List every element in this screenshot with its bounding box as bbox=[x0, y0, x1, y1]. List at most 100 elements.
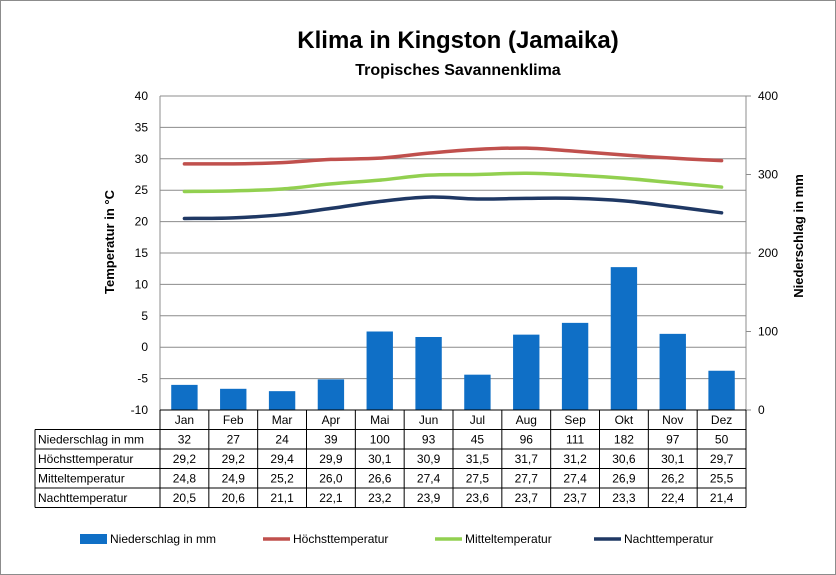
y-right-axis-title: Niederschlag in mm bbox=[791, 174, 806, 298]
table-cell-value: 45 bbox=[471, 433, 485, 447]
x-category-label: Apr bbox=[322, 413, 341, 427]
chart-subtitle: Tropisches Savannenklima bbox=[355, 62, 561, 79]
table-cell-value: 25,5 bbox=[710, 472, 734, 486]
y-left-tick-label: 15 bbox=[135, 246, 149, 260]
table-cell-value: 23,7 bbox=[563, 491, 587, 505]
table-cell-value: 27 bbox=[227, 433, 241, 447]
table-cell-value: 26,0 bbox=[319, 472, 343, 486]
y-left-tick-label: -5 bbox=[137, 372, 148, 386]
table-cell-value: 31,2 bbox=[563, 452, 587, 466]
x-category-label: Aug bbox=[516, 413, 537, 427]
y-left-tick-label: 35 bbox=[135, 120, 149, 134]
bar-niederschlag bbox=[171, 384, 198, 410]
line-mitteltemperatur bbox=[182, 171, 724, 194]
table-cell-value: 30,1 bbox=[368, 452, 392, 466]
table-cell-value: 21,4 bbox=[710, 491, 734, 505]
chart-title: Klima in Kingston (Jamaika) bbox=[297, 27, 618, 54]
x-category-label: Feb bbox=[223, 413, 244, 427]
table-cell-value: 96 bbox=[520, 433, 534, 447]
table-cell-value: 97 bbox=[666, 433, 680, 447]
x-category-label: Jul bbox=[470, 413, 485, 427]
table-cell-value: 26,6 bbox=[368, 472, 392, 486]
bar-niederschlag bbox=[659, 333, 686, 410]
x-category-label: Mar bbox=[272, 413, 293, 427]
table-row-header: Nachttemperatur bbox=[38, 491, 127, 505]
table-cell-value: 25,2 bbox=[270, 472, 294, 486]
y-left-tick-label: 10 bbox=[135, 277, 149, 291]
table-cell-value: 27,7 bbox=[515, 472, 539, 486]
table-cell-value: 20,6 bbox=[222, 491, 246, 505]
table-row-header: Mitteltemperatur bbox=[38, 472, 125, 486]
bar-niederschlag bbox=[220, 388, 247, 410]
line-hoechsttemperatur bbox=[182, 146, 724, 166]
table-cell-value: 21,1 bbox=[270, 491, 294, 505]
y-left-tick-label: 5 bbox=[141, 309, 148, 323]
table-cell-value: 23,7 bbox=[515, 491, 539, 505]
x-category-label: Jun bbox=[419, 413, 438, 427]
y-right-tick-label: 300 bbox=[758, 168, 778, 182]
table-cell-value: 26,9 bbox=[612, 472, 636, 486]
table-cell-value: 29,2 bbox=[173, 452, 197, 466]
bar-niederschlag bbox=[366, 331, 393, 410]
table-cell-value: 29,4 bbox=[270, 452, 294, 466]
y-right-tick-label: 100 bbox=[758, 325, 778, 339]
y-left-tick-label: -10 bbox=[131, 403, 149, 417]
table-cell-value: 100 bbox=[370, 433, 390, 447]
y-left-tick-label: 40 bbox=[135, 89, 149, 103]
table-cell-value: 24,8 bbox=[173, 472, 197, 486]
y-right-tick-label: 400 bbox=[758, 89, 778, 103]
bar-niederschlag bbox=[464, 374, 491, 410]
y-left-tick-label: 30 bbox=[135, 152, 149, 166]
table-cell-value: 26,2 bbox=[661, 472, 685, 486]
x-category-label: Okt bbox=[615, 413, 634, 427]
table-cell-value: 31,5 bbox=[466, 452, 490, 466]
bar-niederschlag bbox=[561, 322, 589, 410]
table-cell-value: 27,4 bbox=[417, 472, 441, 486]
table-cell-value: 22,4 bbox=[661, 491, 685, 505]
table-row-header: Niederschlag in mm bbox=[38, 433, 144, 447]
x-category-label: Jan bbox=[175, 413, 194, 427]
table-cell-value: 29,7 bbox=[710, 452, 734, 466]
bar-niederschlag bbox=[610, 267, 638, 410]
legend-label: Nachttemperatur bbox=[624, 532, 713, 546]
table-cell-value: 22,1 bbox=[319, 491, 343, 505]
bar-niederschlag bbox=[708, 370, 735, 410]
table-cell-value: 27,5 bbox=[466, 472, 490, 486]
x-category-label: Mai bbox=[370, 413, 389, 427]
table-cell-value: 27,4 bbox=[563, 472, 587, 486]
legend-swatch-bar bbox=[80, 534, 107, 544]
legend-label: Höchsttemperatur bbox=[293, 532, 388, 546]
x-category-label: Dez bbox=[711, 413, 732, 427]
table-cell-value: 20,5 bbox=[173, 491, 197, 505]
table-cell-value: 50 bbox=[715, 433, 729, 447]
bar-niederschlag bbox=[513, 334, 540, 410]
bar-niederschlag bbox=[415, 336, 442, 410]
x-category-label: Nov bbox=[662, 413, 683, 427]
y-left-tick-label: 0 bbox=[141, 340, 148, 354]
legend-label: Niederschlag in mm bbox=[110, 532, 216, 546]
table-cell-value: 30,1 bbox=[661, 452, 685, 466]
line-nachttemperatur bbox=[182, 195, 724, 221]
table-cell-value: 32 bbox=[178, 433, 192, 447]
table-cell-value: 30,9 bbox=[417, 452, 441, 466]
table-cell-value: 39 bbox=[324, 433, 338, 447]
table-row-header: Höchsttemperatur bbox=[38, 452, 133, 466]
table-cell-value: 111 bbox=[566, 433, 585, 447]
table-cell-value: 93 bbox=[422, 433, 436, 447]
x-category-label: Sep bbox=[564, 413, 586, 427]
table-cell-value: 23,6 bbox=[466, 491, 490, 505]
y-left-axis-title: Temperatur in °C bbox=[102, 189, 117, 294]
bar-niederschlag bbox=[317, 379, 345, 410]
bar-niederschlag bbox=[268, 391, 296, 410]
table-cell-value: 29,2 bbox=[222, 452, 246, 466]
y-right-tick-label: 0 bbox=[758, 403, 765, 417]
table-cell-value: 23,3 bbox=[612, 491, 636, 505]
y-left-tick-label: 25 bbox=[135, 183, 149, 197]
y-right-tick-label: 200 bbox=[758, 246, 778, 260]
table-cell-value: 29,9 bbox=[319, 452, 343, 466]
table-cell-value: 24 bbox=[275, 433, 289, 447]
table-cell-value: 182 bbox=[614, 433, 634, 447]
y-left-tick-label: 20 bbox=[135, 215, 149, 229]
table-cell-value: 30,6 bbox=[612, 452, 636, 466]
